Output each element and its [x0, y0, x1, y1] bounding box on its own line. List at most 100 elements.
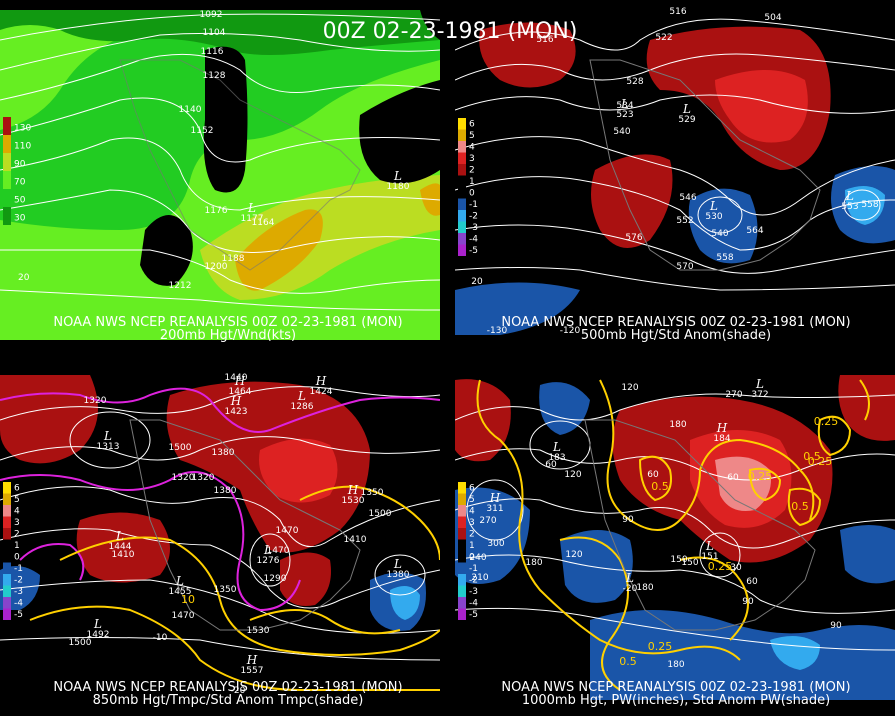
low-pressure-marker-value: 1492: [87, 630, 110, 640]
contour-label: 150: [681, 558, 698, 568]
contour-label: 1320: [172, 473, 195, 483]
legend-swatch: [458, 516, 466, 528]
legend-swatch: [458, 221, 466, 233]
high-pressure-marker-letter: H: [315, 374, 327, 388]
temp-contours-warm: [29, 485, 440, 692]
contour-label: 90: [830, 621, 842, 631]
legend-swatch: [3, 528, 11, 540]
low-pressure-marker-letter: L: [93, 617, 102, 631]
caption-1000mb-line2: 1000mb Hgt, PW(inches), Std Anom PW(shad…: [522, 693, 830, 708]
legend-swatch: [458, 187, 466, 199]
low-pressure-marker-letter: L: [297, 389, 306, 403]
contour-label: 552: [676, 216, 693, 226]
anom-positive-core: [259, 438, 338, 503]
legend-swatch: [458, 574, 466, 586]
contour-label: 180: [636, 583, 653, 593]
no-data-region-1: [140, 215, 193, 286]
low-pressure-marker-letter: L: [620, 97, 629, 111]
anom-positive-west: [591, 154, 673, 248]
legend-label: 5: [14, 495, 20, 505]
legend-swatch: [3, 189, 11, 207]
legend-label: -5: [469, 246, 478, 256]
legend-label: -2: [469, 212, 478, 222]
contour-label: 504: [764, 13, 781, 23]
legend-label: -1: [469, 564, 478, 574]
coastline-outline: [589, 59, 821, 271]
panel-1000mb: [455, 375, 895, 705]
contour-label: 1470: [276, 526, 299, 536]
legend-label: 50: [14, 196, 26, 206]
contour-label: 180: [667, 660, 684, 670]
contour-label: 240: [469, 553, 486, 563]
contour-label: 210: [471, 573, 488, 583]
legend-1000mb: 65 43 21 0-1 -2-3 -4-5: [458, 482, 478, 620]
contour-label: 540: [613, 127, 630, 137]
legend-swatch: [3, 207, 11, 225]
contour-label: 1380: [214, 486, 237, 496]
contour-label: 1200: [205, 262, 228, 272]
low-pressure-marker-value: 183: [548, 453, 565, 463]
contour-label: 1320: [192, 473, 215, 483]
caption-500mb-line1: NOAA NWS NCEP REANALYSIS 00Z 02-23-1981 …: [501, 315, 850, 330]
low-pressure-marker-value: 529: [678, 115, 695, 125]
contour-label: 270: [725, 390, 742, 400]
no-data-region-3: [359, 80, 440, 184]
low-pressure-marker-value: 1444: [109, 542, 132, 552]
legend-label: 0: [14, 553, 20, 563]
contour-label: 60: [746, 577, 758, 587]
legend-label: -2: [469, 576, 478, 586]
contour-label: 0.25: [808, 455, 833, 468]
legend-swatch: [458, 585, 466, 597]
legend-label: -4: [14, 599, 23, 609]
temp-contours-cold: [0, 387, 440, 612]
legend-swatch: [3, 516, 11, 528]
contour-label: 546: [679, 193, 696, 203]
contour-label: 1164: [252, 218, 275, 228]
legend-swatch: [3, 585, 11, 597]
legend-swatch: [458, 233, 466, 245]
contour-label: 90: [622, 515, 634, 525]
legend-label: 4: [469, 507, 475, 517]
contour-label: 1212: [169, 281, 192, 291]
contour-label: 558: [716, 253, 733, 263]
height-contours: [455, 18, 895, 291]
anom-negative-south: [590, 610, 895, 700]
low-pressure-marker-value: 523: [616, 110, 633, 120]
contour-label: 1092: [200, 10, 223, 20]
high-pressure-marker-value: 1530: [342, 496, 365, 506]
legend-label: 1: [469, 177, 475, 187]
height-contours: [0, 386, 440, 661]
contour-label: 120: [564, 470, 581, 480]
coastline-outline: [584, 419, 816, 631]
high-pressure-marker-value: 1424: [310, 387, 333, 397]
low-pressure-marker-letter: L: [175, 574, 184, 588]
legend-label: -4: [469, 235, 478, 245]
low-pressure-marker-value: 1177: [241, 214, 264, 224]
legend-label: -5: [469, 610, 478, 620]
legend-label: 30: [14, 214, 26, 224]
contour-label: 528: [626, 77, 643, 87]
caption-850mb-line2: 850mb Hgt/Tmpc/Std Anom Tmpc(shade): [93, 693, 364, 708]
legend-label: -4: [469, 599, 478, 609]
anom-positive-nw: [0, 375, 98, 464]
legend-swatch: [3, 597, 11, 609]
low-pressure-marker-letter: L: [755, 377, 764, 391]
coastline-outline: [119, 59, 361, 271]
legend-swatch: [458, 198, 466, 210]
contour-label: 1116: [201, 47, 224, 57]
legend-label: 4: [469, 143, 475, 153]
low-pressure-marker-value: 151: [701, 552, 718, 562]
legend-swatch: [458, 482, 466, 494]
no-data-region-4: [420, 10, 440, 40]
contour-label: 1188: [222, 254, 245, 264]
contour-label: 522: [655, 33, 672, 43]
caption-200mb-line2: 200mb Hgt/Wnd(kts): [160, 328, 296, 343]
